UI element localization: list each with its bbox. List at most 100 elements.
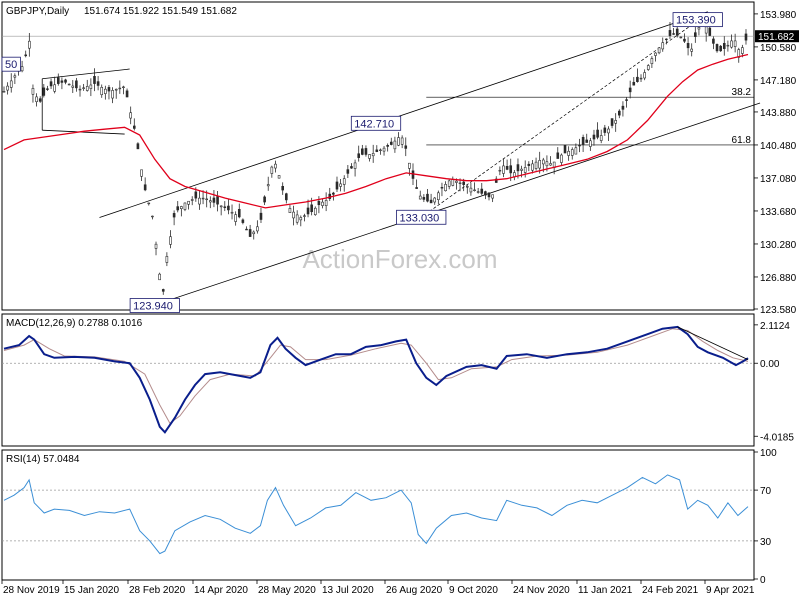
- candle-body: [694, 32, 697, 37]
- candle-body: [509, 165, 513, 174]
- candle-body: [534, 161, 538, 169]
- x-tick-label: 24 Feb 2021: [642, 585, 699, 596]
- price-y-tick-label: 123.580: [760, 305, 797, 316]
- candle-body: [408, 162, 411, 169]
- candle-body: [277, 175, 281, 179]
- candle-body: [520, 168, 523, 171]
- candle-body: [104, 88, 107, 94]
- candle-body: [733, 40, 737, 47]
- candle-body: [306, 207, 310, 215]
- candle-body: [107, 87, 111, 92]
- x-tick-label: 9 Oct 2020: [449, 585, 498, 596]
- candle-body: [523, 167, 527, 173]
- candle-body: [219, 205, 223, 208]
- candle-body: [447, 180, 451, 187]
- candle-body: [118, 87, 122, 90]
- candle-body: [516, 164, 520, 172]
- candle-body: [46, 88, 49, 90]
- last-price-label: 151.682: [758, 32, 795, 43]
- watermark: ActionForex.com: [302, 244, 497, 274]
- candle-body: [599, 135, 603, 141]
- candle-body: [263, 196, 266, 203]
- candle-body: [292, 211, 295, 219]
- x-tick-label: 28 Feb 2020: [129, 585, 186, 596]
- candle-body: [259, 212, 263, 220]
- candle-body: [433, 197, 437, 203]
- candle-body: [129, 112, 132, 119]
- candle-body: [237, 208, 241, 218]
- candle-body: [28, 40, 31, 49]
- candle-body: [234, 214, 237, 222]
- candle-body: [2, 91, 6, 93]
- candle-body: [303, 215, 306, 217]
- candle-body: [502, 165, 505, 174]
- candle-body: [78, 88, 82, 91]
- price-y-tick-label: 126.880: [760, 273, 797, 284]
- candle-body: [256, 226, 259, 232]
- candle-body: [154, 243, 158, 249]
- candle-body: [321, 201, 324, 206]
- macd-panel: [1, 313, 755, 447]
- candle-body: [295, 214, 299, 223]
- candle-body: [335, 181, 339, 190]
- candle-body: [194, 191, 198, 199]
- candle-body: [625, 99, 628, 101]
- x-tick-label: 15 Jan 2020: [64, 585, 119, 596]
- candle-body: [498, 169, 502, 172]
- candle-body: [657, 47, 661, 54]
- candle-body: [484, 191, 487, 196]
- x-tick-label: 28 Nov 2019: [3, 585, 60, 596]
- macd-layer: MACD(12,26,9) 0.2788 0.1016: [2, 318, 754, 434]
- candle-body: [621, 105, 625, 110]
- rsi-line: [3, 474, 749, 555]
- candle-body: [342, 178, 346, 185]
- candle-body: [487, 192, 491, 198]
- candle-body: [169, 236, 172, 245]
- candle-body: [628, 87, 632, 93]
- price-label: 153.390: [676, 15, 716, 27]
- candle-body: [618, 110, 621, 116]
- candle-body: [9, 80, 13, 88]
- candle-body: [668, 30, 672, 36]
- candle-body: [67, 83, 71, 86]
- sma-line: [3, 53, 749, 209]
- candle-body: [661, 42, 665, 50]
- candle-body: [270, 166, 274, 174]
- candle-body: [643, 72, 646, 79]
- candle-body: [227, 205, 230, 211]
- candle-body: [538, 160, 541, 169]
- candle-body: [89, 84, 93, 89]
- candle-body: [60, 80, 64, 83]
- rsi-panel: [1, 449, 755, 581]
- x-tick-label: 14 Apr 2020: [194, 585, 248, 596]
- candle-body: [180, 206, 183, 209]
- price-y-tick-label: 137.080: [760, 174, 797, 185]
- macd-line: [3, 325, 749, 434]
- fib-label: 38.2: [732, 87, 752, 98]
- candle-body: [429, 199, 433, 204]
- candle-body: [379, 149, 382, 151]
- candle-body: [93, 76, 96, 84]
- x-tick-label: 13 Jul 2020: [322, 585, 374, 596]
- candle-body: [64, 79, 67, 83]
- price-y-tick-label: 150.580: [760, 43, 797, 54]
- candle-body: [527, 163, 531, 166]
- candle-body: [415, 187, 418, 189]
- candle-body: [205, 198, 208, 201]
- candle-body: [607, 128, 610, 134]
- candle-body: [353, 162, 357, 169]
- candle-body: [310, 204, 313, 213]
- x-tick-label: 26 Aug 2020: [386, 585, 443, 596]
- x-tick-label: 9 Apr 2021: [706, 585, 755, 596]
- candle-body: [223, 206, 227, 208]
- candle-body: [581, 136, 585, 145]
- symbol-title: GBPJPY,Daily: [6, 6, 69, 17]
- candle-body: [165, 256, 169, 263]
- x-tick-label: 24 Nov 2020: [513, 585, 570, 596]
- candle-body: [389, 141, 393, 145]
- candle-body: [147, 202, 151, 205]
- price-y-tick-label: 153.980: [760, 10, 797, 21]
- candle-body: [455, 180, 458, 183]
- candle-body: [209, 200, 212, 203]
- candle-body: [285, 193, 288, 201]
